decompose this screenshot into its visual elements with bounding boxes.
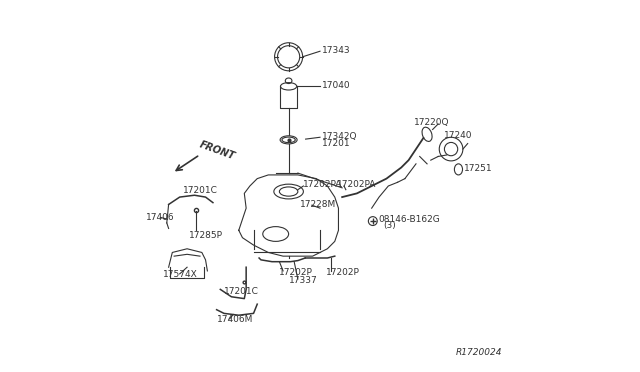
Text: (3): (3) bbox=[383, 221, 396, 230]
Text: 17201: 17201 bbox=[322, 139, 351, 148]
Text: 17220Q: 17220Q bbox=[414, 118, 450, 127]
Text: 17251: 17251 bbox=[464, 164, 493, 173]
Text: 17202PA: 17202PA bbox=[337, 180, 376, 189]
Text: R1720024: R1720024 bbox=[456, 348, 502, 357]
Text: 17202P: 17202P bbox=[280, 268, 313, 277]
Text: 17342Q: 17342Q bbox=[322, 132, 357, 141]
Text: 17201C: 17201C bbox=[224, 288, 259, 296]
Text: 17343: 17343 bbox=[322, 46, 351, 55]
Text: 17574X: 17574X bbox=[163, 270, 198, 279]
Text: 17040: 17040 bbox=[322, 81, 351, 90]
Text: 17240: 17240 bbox=[444, 131, 472, 140]
Text: 17337: 17337 bbox=[289, 276, 317, 285]
Text: 17285P: 17285P bbox=[189, 231, 223, 240]
Text: 08146-B162G: 08146-B162G bbox=[378, 215, 440, 224]
Text: 17228M: 17228M bbox=[300, 200, 336, 209]
Text: FRONT: FRONT bbox=[198, 140, 236, 162]
Text: 17406: 17406 bbox=[146, 213, 174, 222]
Text: 17406M: 17406M bbox=[216, 315, 253, 324]
Text: 17202PA: 17202PA bbox=[303, 180, 343, 189]
Text: 17202P: 17202P bbox=[326, 268, 360, 277]
Text: 17201C: 17201C bbox=[182, 186, 218, 195]
